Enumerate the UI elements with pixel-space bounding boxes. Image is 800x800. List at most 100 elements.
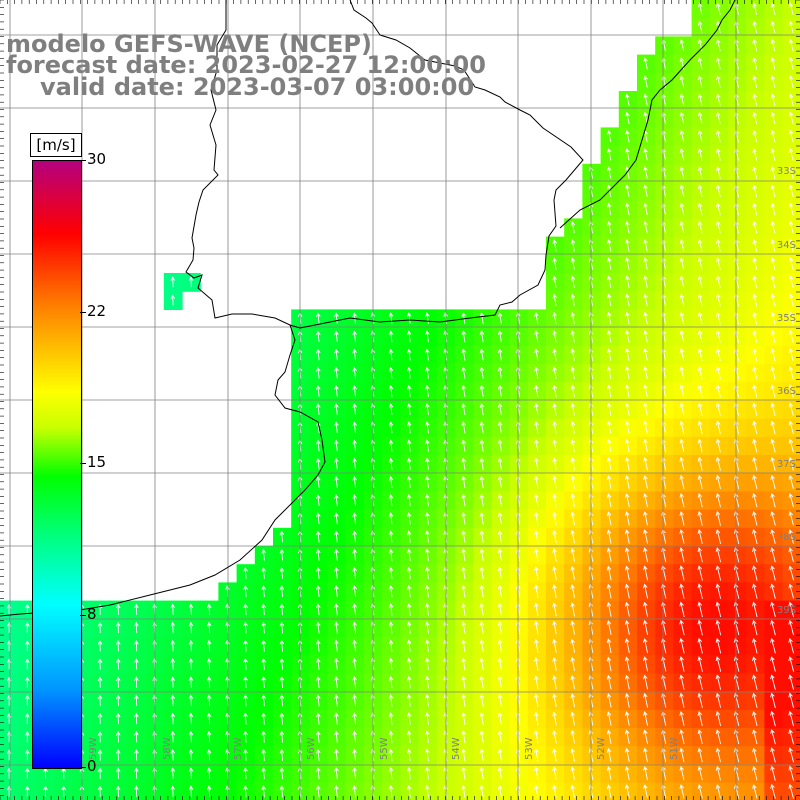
wind-arrow — [606, 275, 612, 288]
wind-arrow — [770, 656, 776, 672]
wind-arrow — [697, 166, 703, 179]
wind-arrow — [243, 639, 248, 652]
wind-arrow — [752, 56, 758, 70]
wind-arrow — [697, 547, 703, 563]
wind-arrow — [497, 693, 503, 707]
wind-arrow — [788, 656, 795, 672]
wind-arrow — [788, 166, 794, 179]
wind-arrow — [352, 548, 357, 561]
wind-arrow — [406, 330, 412, 343]
wind-arrow — [697, 184, 703, 198]
wind-arrow — [770, 420, 776, 435]
wind-arrow — [625, 220, 630, 234]
wind-arrow — [97, 767, 103, 779]
wind-arrow — [715, 238, 721, 252]
wind-arrow — [279, 748, 285, 761]
wind-arrow — [315, 385, 321, 397]
wind-arrow — [679, 547, 685, 563]
wind-arrow — [697, 565, 703, 581]
lon-label: 59W — [88, 737, 99, 760]
wind-arrow — [770, 565, 776, 581]
wind-arrow — [643, 711, 649, 726]
wind-arrow — [388, 584, 394, 598]
wind-arrow — [625, 202, 630, 216]
wind-arrow — [461, 548, 466, 561]
wind-arrow — [788, 529, 794, 544]
wind-arrow — [25, 767, 30, 779]
wind-cell — [782, 764, 800, 784]
wind-arrow — [206, 767, 212, 780]
wind-arrow — [770, 674, 776, 690]
wind-arrow — [679, 420, 685, 434]
lat-label: 36S — [776, 386, 796, 397]
wind-arrow — [261, 785, 266, 798]
wind-arrow — [425, 730, 430, 744]
wind-arrow — [643, 57, 648, 70]
wind-arrow — [643, 511, 648, 526]
wind-arrow — [752, 729, 758, 745]
wind-arrow — [497, 402, 503, 416]
wind-arrow — [715, 474, 721, 490]
wind-arrow — [697, 692, 703, 708]
wind-cell — [782, 200, 800, 219]
wind-arrow — [534, 493, 539, 507]
wind-arrow — [352, 639, 357, 652]
wind-arrow — [752, 147, 758, 161]
wind-arrow — [624, 529, 630, 544]
wind-arrow — [206, 657, 212, 670]
wind-arrow — [315, 403, 321, 415]
wind-arrow — [752, 583, 758, 599]
wind-arrow — [788, 2, 794, 16]
wind-arrow — [406, 657, 412, 671]
colorbar-tick-15: 15 — [87, 453, 107, 471]
wind-arrow — [534, 766, 539, 780]
wind-arrow — [534, 420, 539, 434]
wind-arrow — [243, 730, 248, 743]
wind-arrow — [243, 657, 248, 670]
wind-arrow — [497, 421, 503, 434]
wind-arrow — [716, 93, 721, 106]
wind-arrow — [679, 238, 685, 252]
wind-arrow — [788, 492, 794, 508]
wind-cell — [782, 600, 800, 620]
wind-arrow — [752, 347, 758, 362]
wind-arrow — [315, 475, 321, 488]
lat-label: 37S — [776, 459, 796, 470]
wind-arrow — [552, 420, 557, 434]
wind-arrow — [606, 202, 612, 216]
wind-arrow — [606, 766, 612, 781]
wind-arrow — [25, 676, 30, 688]
wind-arrow — [406, 384, 412, 397]
wind-arrow — [425, 657, 430, 671]
wind-arrow — [243, 621, 248, 634]
wind-arrow — [352, 330, 357, 343]
wind-arrow — [497, 711, 503, 726]
wind-arrow — [643, 238, 648, 252]
wind-arrow — [388, 530, 394, 543]
wind-arrow — [334, 457, 339, 470]
colorbar-tick-mark — [80, 312, 86, 313]
wind-arrow — [697, 438, 703, 453]
wind-arrow — [752, 674, 758, 690]
wind-cell — [782, 309, 800, 329]
wind-arrow — [606, 475, 612, 489]
wind-arrow — [115, 676, 121, 688]
wind-arrow — [624, 456, 630, 471]
wind-arrow — [788, 456, 794, 471]
wind-arrow — [625, 420, 630, 434]
wind-arrow — [643, 674, 649, 690]
wind-arrow — [388, 330, 394, 343]
wind-arrow — [115, 621, 121, 634]
wind-arrow — [752, 619, 758, 636]
wind-arrow — [788, 402, 794, 416]
wind-arrow — [788, 547, 794, 563]
colorbar-tick-mark — [80, 463, 86, 464]
wind-arrow — [606, 656, 612, 672]
wind-arrow — [134, 749, 139, 761]
wind-arrow — [388, 512, 394, 525]
wind-arrow — [715, 692, 722, 708]
wind-arrow — [679, 601, 685, 618]
wind-arrow — [461, 584, 466, 598]
wind-arrow — [788, 747, 795, 763]
wind-arrow — [425, 566, 430, 580]
